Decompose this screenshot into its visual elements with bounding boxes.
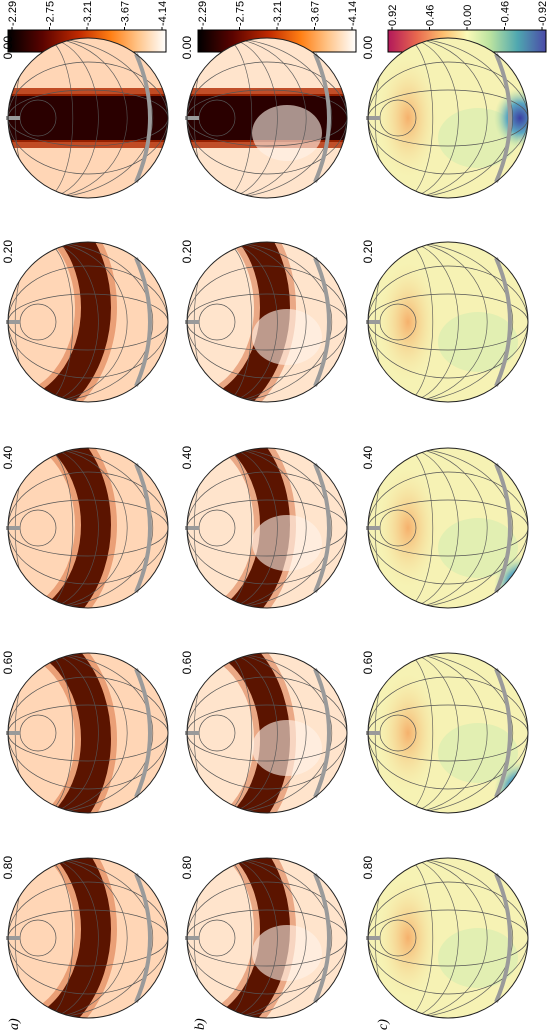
phase-label: 0.20 <box>1 240 15 264</box>
cool-spot <box>494 556 528 608</box>
globe-outline <box>7 857 169 1019</box>
globe-outline <box>7 652 169 814</box>
equator-line <box>134 257 152 387</box>
cool-spot <box>494 761 528 813</box>
globe <box>366 37 529 199</box>
equator-line <box>494 53 512 183</box>
equator-line <box>313 257 331 387</box>
phase-label: 0.80 <box>361 856 375 880</box>
phase-label: 0.80 <box>1 856 15 880</box>
phase-label: 0.00 <box>1 36 15 60</box>
globe <box>185 37 348 199</box>
graticule <box>8 448 168 608</box>
phase-label: 0.60 <box>1 651 15 675</box>
colorbar-tick-label: 0.46 <box>425 5 437 26</box>
globe <box>366 857 529 1019</box>
phase-label: 0.80 <box>180 856 194 880</box>
phase-label: 0.20 <box>361 240 375 264</box>
globe-outline <box>186 37 348 199</box>
phase-label: 0.40 <box>180 446 194 470</box>
globe-outline <box>186 857 348 1019</box>
globe-outline <box>367 447 529 609</box>
globe-outline <box>367 37 529 199</box>
globe <box>6 652 169 814</box>
panel-label: b) <box>193 1018 208 1030</box>
colorbar-tick-label: -3.67 <box>120 1 132 26</box>
phase-label: 0.00 <box>180 36 194 60</box>
phase-label: 0.40 <box>361 446 375 470</box>
phase-label: 0.20 <box>180 240 194 264</box>
graticule <box>187 858 347 1018</box>
globe-outline <box>367 241 529 403</box>
equator-line <box>494 463 512 593</box>
equator-line <box>134 873 152 1003</box>
equator-line <box>313 53 331 183</box>
equator-line <box>494 873 512 1003</box>
equator-line <box>494 257 512 387</box>
colorbar-tick-label: -0.92 <box>537 1 549 26</box>
cool-spot <box>494 88 528 148</box>
equator-line <box>313 873 331 1003</box>
spot-band <box>8 88 168 148</box>
globe-outline <box>186 447 348 609</box>
globe <box>185 652 348 814</box>
phase-label: 0.60 <box>361 651 375 675</box>
colorbar-tick-label: -2.29 <box>197 1 209 26</box>
globe-outline <box>367 857 529 1019</box>
equator-line <box>313 668 331 798</box>
globe <box>185 857 348 1019</box>
globe-outline <box>186 652 348 814</box>
equator-line <box>134 53 152 183</box>
colorbar-tick-label: -4.14 <box>347 1 359 26</box>
phase-label: 0.40 <box>1 446 15 470</box>
equator-line <box>313 463 331 593</box>
globe <box>6 37 169 199</box>
colorbar-tick-label: -2.75 <box>45 1 57 26</box>
globe-outline <box>7 37 169 199</box>
colorbar-tick-label: -3.21 <box>272 1 284 26</box>
globe <box>6 857 169 1019</box>
phase-label: 0.00 <box>361 36 375 60</box>
globe <box>6 241 169 403</box>
colorbar-tick-label: -0.46 <box>500 1 512 26</box>
panel-label: a) <box>7 1018 22 1030</box>
globe <box>185 241 348 403</box>
globe <box>366 241 529 403</box>
colorbar-tick-label: -3.67 <box>310 1 322 26</box>
colorbar-tick-label: -2.75 <box>235 1 247 26</box>
equator-line <box>134 463 152 593</box>
panel-label: c) <box>376 1019 391 1030</box>
globe <box>185 447 348 609</box>
phase-label: 0.60 <box>180 651 194 675</box>
globe-outline <box>7 241 169 403</box>
colorbar-tick-label: -3.21 <box>82 1 94 26</box>
colorbar-tick-label: -2.29 <box>7 1 19 26</box>
globe <box>366 652 529 814</box>
colorbar-tick-label: 0.00 <box>462 5 474 26</box>
colorbar-tick-label: -4.14 <box>157 1 169 26</box>
globe-outline <box>186 241 348 403</box>
equator-line <box>134 668 152 798</box>
globe <box>6 447 169 609</box>
globe-outline <box>7 447 169 609</box>
graticule <box>368 653 528 813</box>
equator-line <box>494 668 512 798</box>
colorbar-tick-label: 0.92 <box>387 5 399 26</box>
globe-outline <box>367 652 529 814</box>
graticule <box>8 242 168 402</box>
